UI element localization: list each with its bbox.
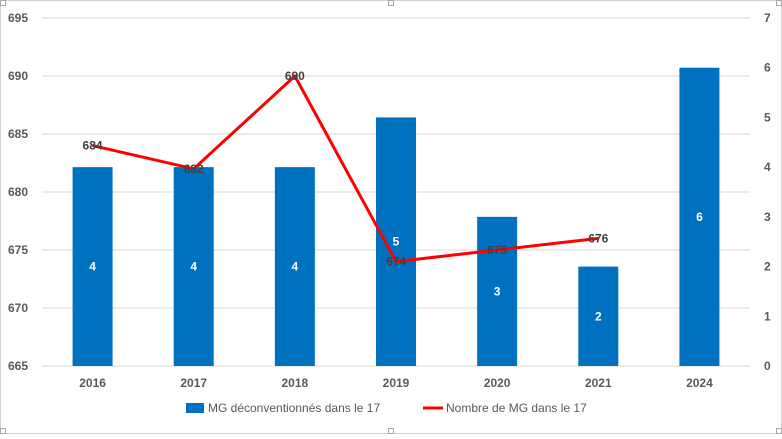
y-secondary-tick-label: 6 bbox=[764, 61, 771, 75]
bar-data-label: 3 bbox=[494, 284, 501, 298]
resize-handle-bottom-left[interactable] bbox=[0, 428, 6, 434]
resize-handle-top-left[interactable] bbox=[0, 0, 6, 6]
bar-data-label: 6 bbox=[696, 210, 703, 224]
y-primary-tick-label: 665 bbox=[8, 359, 28, 373]
y-secondary-tick-label: 0 bbox=[764, 359, 771, 373]
y-secondary-tick-label: 1 bbox=[764, 309, 771, 323]
x-tick-label: 2021 bbox=[585, 376, 612, 390]
line-data-label: 684 bbox=[83, 139, 103, 153]
y-primary-tick-label: 690 bbox=[8, 69, 28, 83]
y-secondary-tick-label: 3 bbox=[764, 210, 771, 224]
x-tick-label: 2024 bbox=[686, 376, 713, 390]
line-data-label: 676 bbox=[588, 231, 608, 245]
line-series bbox=[92, 74, 599, 264]
y-secondary-tick-label: 7 bbox=[764, 11, 771, 25]
y-primary-tick-label: 675 bbox=[8, 243, 28, 257]
legend-line-label: Nombre de MG dans le 17 bbox=[446, 401, 587, 415]
axes: 665 670 675 680 685 690 695 0 1 2 3 4 5 6 7 2016 2017 201… bbox=[8, 11, 771, 390]
line-path bbox=[92, 74, 599, 264]
legend: MG déconventionnés dans le 17 Nombre de M… bbox=[186, 401, 587, 415]
bar bbox=[376, 117, 416, 366]
x-tick-label: 2018 bbox=[282, 376, 309, 390]
bar-series bbox=[72, 67, 720, 366]
y-primary-tick-label: 680 bbox=[8, 185, 28, 199]
bar-data-label: 4 bbox=[292, 260, 299, 274]
bar-data-label: 2 bbox=[595, 309, 602, 323]
x-tick-label: 2019 bbox=[383, 376, 410, 390]
resize-handle-bottom-right[interactable] bbox=[776, 428, 782, 434]
bar bbox=[578, 266, 619, 366]
line-data-label: 674 bbox=[386, 255, 406, 269]
resize-handle-top[interactable] bbox=[388, 0, 394, 6]
bar-data-label: 4 bbox=[89, 260, 96, 274]
y-primary-tick-label: 670 bbox=[8, 301, 28, 315]
y-primary-tick-label: 695 bbox=[8, 11, 28, 25]
data-labels: 4 4 4 5 3 2 6 684 682 690 674 675 676 bbox=[83, 69, 704, 323]
y-secondary-tick-label: 4 bbox=[764, 160, 771, 174]
line-data-label: 690 bbox=[285, 69, 305, 83]
bar bbox=[679, 67, 720, 366]
line-data-label: 682 bbox=[184, 162, 204, 176]
bar-data-label: 4 bbox=[190, 260, 197, 274]
x-tick-label: 2016 bbox=[79, 376, 106, 390]
y-primary-tick-label: 685 bbox=[8, 127, 28, 141]
x-tick-label: 2020 bbox=[484, 376, 511, 390]
bar bbox=[274, 167, 315, 366]
resize-handle-bottom[interactable] bbox=[388, 428, 394, 434]
bar bbox=[72, 167, 113, 366]
gridlines bbox=[42, 17, 750, 367]
x-tick-label: 2017 bbox=[180, 376, 207, 390]
bar-data-label: 5 bbox=[393, 235, 400, 249]
y-secondary-tick-label: 5 bbox=[764, 110, 771, 124]
bar bbox=[477, 216, 518, 366]
y-secondary-tick-label: 2 bbox=[764, 260, 771, 274]
legend-bar-label: MG déconventionnés dans le 17 bbox=[208, 401, 380, 415]
legend-bar-swatch bbox=[186, 403, 204, 413]
bar bbox=[173, 167, 214, 366]
line-data-label: 675 bbox=[487, 243, 507, 257]
resize-handle-top-right[interactable] bbox=[776, 0, 782, 6]
